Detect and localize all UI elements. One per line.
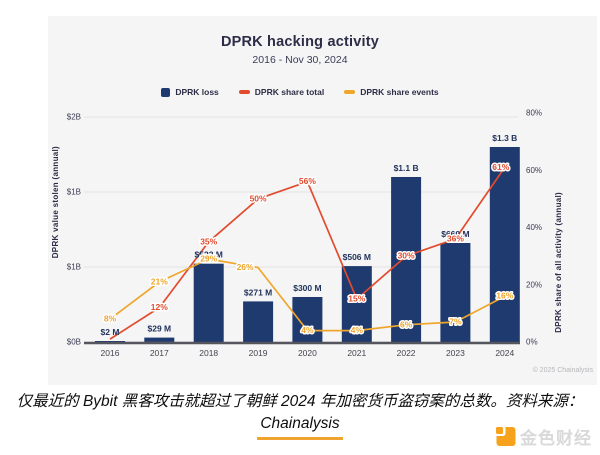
bar-2017 — [144, 337, 175, 342]
x-axis-tick-label: 2022 — [397, 348, 416, 358]
y-axis-tick-label-right: 0% — [526, 338, 538, 347]
bar-value-label: $2 M — [101, 327, 120, 337]
bar-2020 — [292, 297, 323, 342]
line-value-label: 16% — [496, 291, 513, 301]
line-value-label: 61% — [492, 162, 509, 172]
y-axis-tick-label-right: 20% — [526, 280, 542, 289]
bar-value-label: $1.1 B — [394, 163, 419, 173]
line-value-label: 26% — [237, 262, 254, 272]
y-axis-title-left: DPRK value stolen (annual) — [51, 146, 60, 259]
chart-title: DPRK hacking activity — [220, 34, 380, 50]
x-axis-tick-label: 2018 — [199, 348, 218, 358]
bar-2023 — [440, 243, 471, 342]
legend-label: DPRK loss — [175, 87, 219, 97]
y-axis-title-right: DPRK share of all activity (annual) — [554, 192, 563, 333]
line-DPRK-share-total — [109, 166, 506, 340]
line-value-label: 12% — [151, 302, 168, 312]
bar-value-label: $506 M — [343, 252, 371, 262]
line-value-label: 4% — [351, 325, 364, 335]
line-value-label: 56% — [299, 176, 316, 186]
bar-value-label: $1.3 B — [492, 133, 517, 143]
caption-text: 仅最近的 Bybit 黑客攻击就超过了朝鲜 2024 年加密货币盗窃案的总数。资… — [16, 393, 584, 410]
x-axis-tick-label: 2017 — [150, 348, 169, 358]
line-DPRK-share-events — [109, 258, 506, 332]
line-value-label: 15% — [348, 294, 365, 304]
y-axis-tick-label-left: $1B — [67, 188, 81, 197]
y-axis-tick-label-left: $0B — [67, 338, 81, 347]
y-axis-tick-label-right: 60% — [526, 166, 542, 175]
bar-value-label: $271 M — [244, 287, 272, 297]
bar-2019 — [243, 301, 274, 342]
line-value-label: 4% — [301, 325, 314, 335]
legend-swatch — [161, 87, 171, 97]
line-value-label: 30% — [398, 251, 415, 261]
line-value-label: 50% — [250, 193, 267, 203]
legend-label: DPRK share events — [360, 87, 439, 97]
legend-swatch — [238, 90, 250, 94]
x-axis-tick-label: 2019 — [249, 348, 268, 358]
bar-2024 — [489, 147, 520, 342]
jinse-logo-icon — [496, 427, 516, 446]
legend-item: DPRK loss — [161, 87, 219, 97]
line-value-label: 7% — [449, 317, 462, 327]
jinse-finance-logo: 金色财经 — [495, 424, 592, 449]
x-axis-tick-label: 2023 — [446, 348, 465, 358]
jinse-logo-text: 金色财经 — [520, 429, 592, 448]
bar-2016 — [95, 341, 125, 342]
y-axis-tick-label-right: 40% — [526, 223, 542, 232]
caption: 仅最近的 Bybit 黑客攻击就超过了朝鲜 2024 年加密货币盗窃案的总数。资… — [0, 391, 600, 440]
line-value-label: 36% — [447, 233, 464, 243]
legend-item: DPRK share events — [344, 87, 439, 97]
plot-area: $0B $1B $1B $2B 0% 20% 40% 60% 80% 2016 2017 2018 20… — [67, 109, 542, 359]
x-axis-tick-label: 2016 — [101, 348, 120, 358]
copyright-watermark: © 2025 Chainalysis — [532, 367, 593, 374]
legend-label: DPRK share total — [254, 87, 325, 97]
legend-swatch — [344, 90, 356, 94]
x-axis-tick-label: 2021 — [347, 348, 366, 358]
line-value-label: 29% — [200, 254, 217, 264]
bar-2022 — [391, 177, 422, 342]
y-axis-tick-label-left: $2B — [67, 113, 81, 122]
chart-card: DPRK hacking activity 2016 - Nov 30, 202… — [48, 16, 597, 385]
x-axis-tick-label: 2024 — [495, 348, 514, 358]
bar-2018 — [193, 263, 224, 342]
chainalysis-link[interactable]: Chainalysis — [257, 413, 343, 440]
line-value-label: 8% — [104, 314, 117, 324]
bar-value-label: $522 M — [195, 250, 223, 260]
line-value-label: 35% — [200, 236, 217, 246]
chart-subtitle: 2016 - Nov 30, 2024 — [252, 54, 348, 66]
bar-value-label: $660 M — [441, 229, 469, 239]
bar-value-label: $29 M — [147, 324, 171, 334]
chart-legend: DPRK loss DPRK share total DPRK share even… — [48, 87, 552, 97]
y-axis-tick-label-right: 80% — [526, 109, 542, 118]
bar-value-label: $300 M — [293, 283, 321, 293]
x-axis-tick-label: 2020 — [298, 348, 317, 358]
line-value-label: 21% — [151, 276, 168, 286]
legend-item: DPRK share total — [238, 87, 325, 97]
y-axis-tick-label-left: $1B — [67, 263, 81, 272]
line-value-label: 6% — [400, 319, 413, 329]
